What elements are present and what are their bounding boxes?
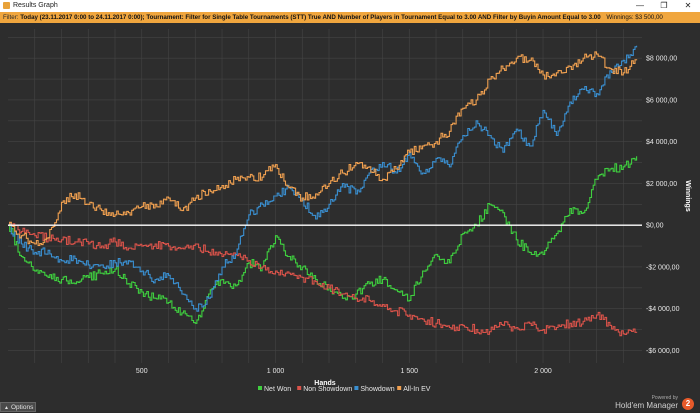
minimize-button[interactable]: — — [636, 1, 644, 10]
y-tick-label: $4 000,00 — [646, 139, 677, 146]
winnings-summary: Winnings: $3 500,00 — [606, 14, 663, 21]
x-tick-label: 1 500 — [401, 368, 419, 375]
bottom-bar — [0, 398, 700, 412]
series-line-non-showdown — [8, 222, 638, 337]
legend-swatch-showdown — [354, 386, 359, 390]
restore-button[interactable]: ❐ — [660, 1, 668, 10]
series-line-all-in-ev — [8, 51, 638, 247]
brand-powered-by: Powered by — [651, 395, 678, 401]
brand-name: Hold'em Manager — [615, 401, 678, 410]
hm2-logo-icon: 2 — [682, 398, 694, 410]
y-tick-label: $0,00 — [646, 223, 664, 230]
filter-label: Filter: — [3, 14, 19, 21]
x-tick-label: 2 000 — [534, 368, 552, 375]
legend-label-all-in-ev: All-In EV — [403, 386, 431, 393]
legend-label-net-won: Net Won — [264, 386, 291, 393]
results-chart: 500 1 000 1 500 2 000 $8 000,00 $6 000,00 $4 0… — [8, 29, 691, 393]
y-tick-label: -$4 000,00 — [646, 306, 680, 313]
chart-area: 500 1 000 1 500 2 000 $8 000,00 $6 000,00 $4 0… — [0, 23, 700, 398]
window-title: Results Graph — [13, 2, 58, 9]
legend-swatch-net-won — [258, 386, 262, 390]
chevron-up-icon: ▲ — [4, 405, 9, 411]
x-tick-label: 1 000 — [267, 368, 285, 375]
app-icon — [3, 2, 10, 9]
y-tick-label: -$2 000,00 — [646, 264, 680, 271]
x-tick-label: 500 — [136, 368, 148, 375]
legend-label-showdown: Showdown — [360, 386, 394, 393]
options-label: Options — [10, 404, 34, 411]
options-button[interactable]: ▲ Options — [0, 402, 36, 412]
series-line-showdown — [8, 45, 638, 312]
close-button[interactable]: ✕ — [684, 1, 692, 10]
y-tick-label: $8 000,00 — [646, 56, 677, 63]
plot-background — [8, 29, 642, 363]
y-axis-title: Winnings — [684, 180, 691, 212]
y-tick-label: -$6 000,00 — [646, 348, 680, 355]
x-axis-title: Hands — [314, 380, 336, 387]
brand: Powered by Hold'em Manager 2 — [615, 395, 694, 411]
y-tick-label: $2 000,00 — [646, 181, 677, 188]
y-tick-label: $6 000,00 — [646, 97, 677, 104]
legend-swatch-non-showdown — [297, 386, 302, 390]
legend-label-non-showdown: Non Showdown — [303, 386, 352, 393]
filter-description: Today (23.11.2017 0:00 to 24.11.2017 0:0… — [20, 14, 601, 21]
legend-swatch-all-in-ev — [397, 386, 402, 390]
